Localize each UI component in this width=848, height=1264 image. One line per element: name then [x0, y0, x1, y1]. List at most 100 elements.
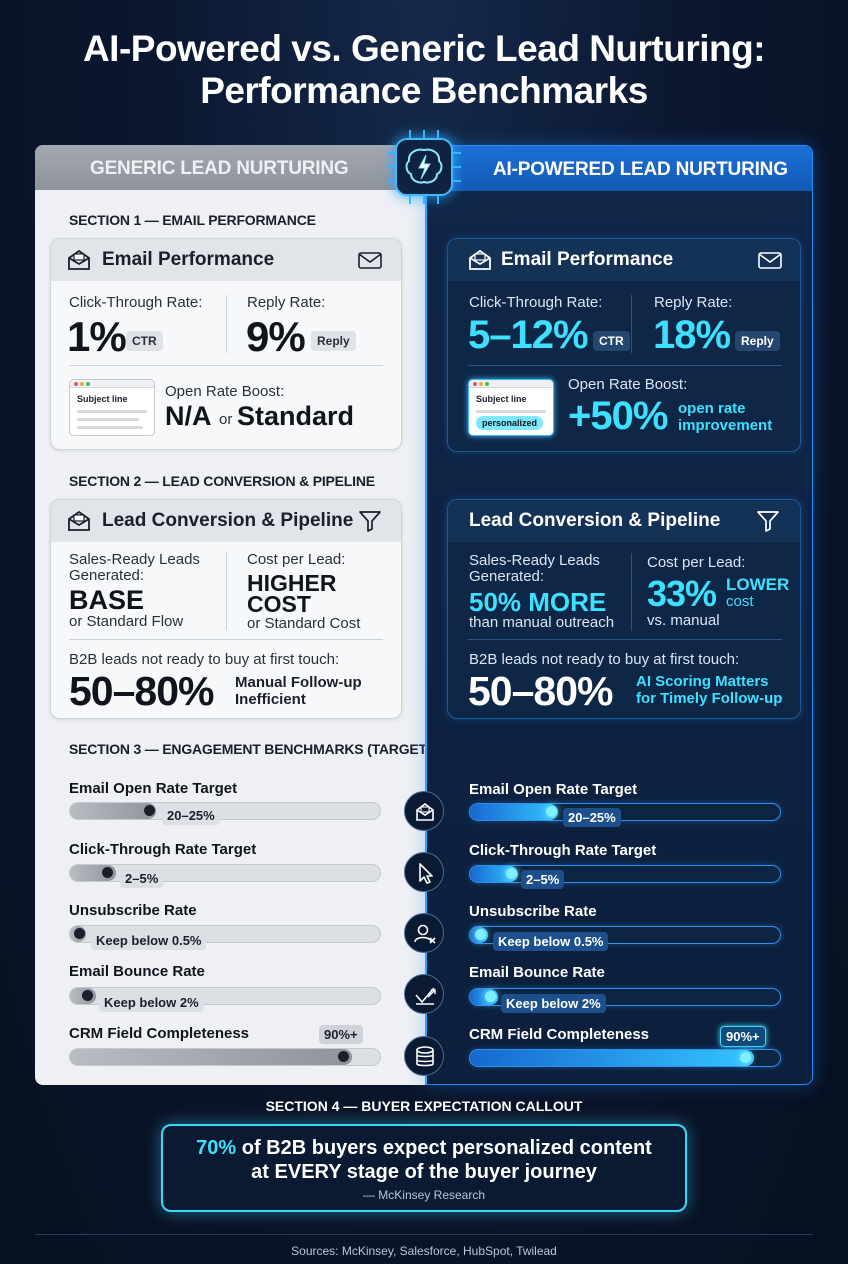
generic-panel: GENERIC LEAD NURTURING SECTION 1 — EMAIL… — [35, 145, 425, 1085]
email-open-icon — [67, 510, 91, 532]
bar-knob — [475, 929, 486, 940]
callout-highlight: 70% — [196, 1137, 237, 1159]
reply-tag: Reply — [311, 331, 356, 351]
bench-label: Email Open Rate Target — [469, 781, 638, 798]
card-header — [51, 500, 401, 542]
boost-value-standard: Standard — [237, 401, 355, 431]
bar-fill — [470, 1050, 754, 1066]
bar-knob — [506, 868, 517, 879]
email-open-icon — [404, 791, 444, 831]
cpl-note-2: cost — [726, 593, 754, 610]
ai-conversion-card: Lead Conversion & Pipeline Sales-Ready L… — [447, 499, 801, 719]
generic-email-card: Email Performance Click-Through Rate: 1%… — [50, 238, 402, 450]
bench-value: 20–25% — [563, 808, 621, 827]
ai-header-label: AI-POWERED LEAD NURTURING — [493, 159, 788, 180]
callout-line-1-text: of B2B buyers expect personalized conten… — [236, 1137, 652, 1159]
envelope-icon — [358, 252, 382, 269]
ctr-bar — [69, 864, 381, 882]
ctr-value: 1% — [67, 313, 127, 360]
bench-value: 20–25% — [162, 806, 220, 825]
cpl-label: Cost per Lead: — [647, 554, 746, 571]
cursor-icon — [404, 852, 444, 892]
divider — [226, 295, 227, 353]
bar-fill — [70, 1049, 352, 1065]
cpl-sub: or Standard Cost — [247, 615, 361, 632]
database-icon — [404, 1036, 444, 1076]
divider — [468, 365, 782, 366]
b2b-note-1: AI Scoring Matters — [636, 673, 769, 690]
section-3-heading: SECTION 3 — ENGAGEMENT BENCHMARKS (TARGE… — [69, 741, 425, 757]
ai-panel: AI-POWERED LEAD NURTURING Email Performa… — [425, 145, 813, 1085]
divider — [69, 365, 383, 366]
callout-line-1: 70% of B2B buyers expect personalized co… — [163, 1137, 685, 1160]
email-open-icon — [468, 249, 492, 271]
generic-conversion-card: Lead Conversion & Pipeline Sales-Ready L… — [50, 499, 402, 719]
bar-fill — [70, 803, 156, 819]
ctr-label: Click-Through Rate: — [69, 294, 203, 311]
bench-label: Unsubscribe Rate — [69, 902, 197, 919]
bench-label: Click-Through Rate Target — [469, 842, 657, 859]
bench-label: CRM Field Completeness — [469, 1026, 650, 1043]
divider — [226, 552, 227, 630]
section-1-heading: SECTION 1 — EMAIL PERFORMANCE — [69, 212, 316, 228]
bar-knob — [82, 990, 93, 1001]
card-title: Email Performance — [102, 249, 275, 270]
cpl-value: 33% — [647, 573, 717, 614]
bench-label: Email Bounce Rate — [69, 963, 205, 980]
bench-value: Keep below 2% — [99, 993, 204, 1012]
brain-lightning-icon — [405, 148, 443, 184]
section-2-heading: SECTION 2 — LEAD CONVERSION & PIPELINE — [69, 473, 375, 489]
bench-label: Click-Through Rate Target — [69, 841, 257, 858]
bench-value: 90%+ — [720, 1026, 766, 1047]
thumb-label: Subject line — [476, 394, 527, 404]
srl-label-1: Sales-Ready Leads — [69, 551, 200, 568]
card-title: Lead Conversion & Pipeline — [469, 510, 721, 531]
ctr-value: 5–12% — [468, 313, 589, 357]
bar-knob — [144, 805, 155, 816]
title-line-2: Performance Benchmarks — [200, 70, 648, 111]
ctr-bar — [469, 865, 781, 883]
divider — [631, 553, 632, 631]
bench-value: 90%+ — [319, 1025, 363, 1044]
subject-line-thumbnail: Subject line — [69, 379, 155, 436]
bar-knob — [546, 806, 557, 817]
cpl-sub: vs. manual — [647, 612, 720, 629]
bounce-return-icon — [404, 974, 444, 1014]
card-header — [51, 239, 401, 281]
reply-label: Reply Rate: — [654, 294, 733, 311]
divider — [69, 639, 383, 640]
srl-value: BASE — [69, 585, 145, 615]
cpl-note-1: LOWER — [726, 575, 790, 594]
ai-header: AI-POWERED LEAD NURTURING — [427, 146, 812, 191]
boost-value-na: N/A — [165, 401, 212, 431]
srl-value: 50% MORE — [469, 587, 607, 617]
bar-knob — [74, 928, 85, 939]
card-header — [448, 239, 800, 281]
bench-label: Email Bounce Rate — [469, 964, 605, 981]
boost-label: Open Rate Boost: — [165, 383, 285, 400]
divider — [631, 295, 632, 353]
envelope-icon — [758, 252, 782, 269]
bar-knob — [338, 1051, 349, 1062]
card-header — [448, 500, 800, 542]
open-rate-bar — [69, 802, 381, 820]
reply-value: 9% — [246, 313, 306, 360]
b2b-note-2: Inefficient — [235, 691, 306, 708]
thumb-label: Subject line — [77, 394, 128, 404]
ctr-tag: CTR — [126, 331, 163, 351]
divider — [468, 639, 782, 640]
boost-label: Open Rate Boost: — [568, 376, 688, 393]
reply-tag: Reply — [735, 331, 780, 351]
srl-label-2: Generated: — [469, 568, 545, 585]
boost-note-2: improvement — [678, 417, 773, 434]
bench-value: 2–5% — [521, 870, 565, 889]
b2b-value: 50–80% — [468, 668, 613, 714]
card-title: Email Performance — [501, 249, 674, 270]
cpl-value-2: COST — [247, 591, 311, 617]
callout-line-2: at EVERY stage of the buyer journey — [251, 1161, 597, 1183]
bench-value: Keep below 2% — [501, 994, 606, 1013]
cpl-value-1: HIGHER — [247, 570, 337, 596]
page-title: AI-Powered vs. Generic Lead Nurturing: P… — [0, 28, 848, 112]
footer-divider — [35, 1234, 813, 1235]
title-line-1: AI-Powered vs. Generic Lead Nurturing: — [82, 28, 766, 69]
